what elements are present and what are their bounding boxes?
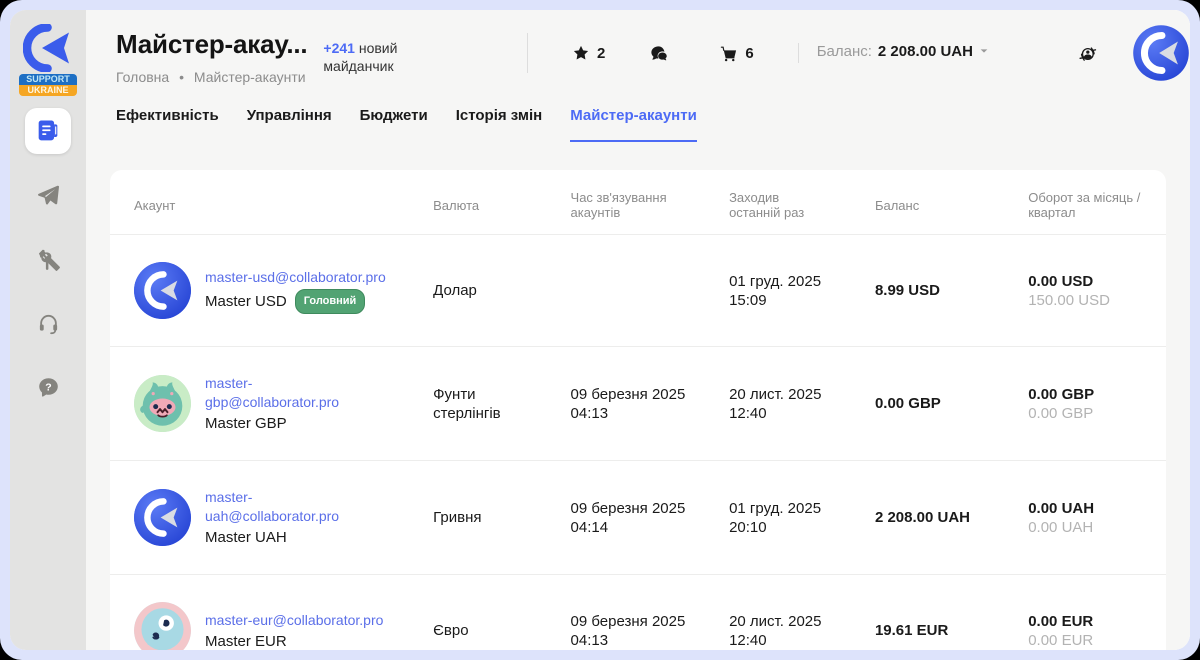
svg-text:?: ? [45,381,51,393]
